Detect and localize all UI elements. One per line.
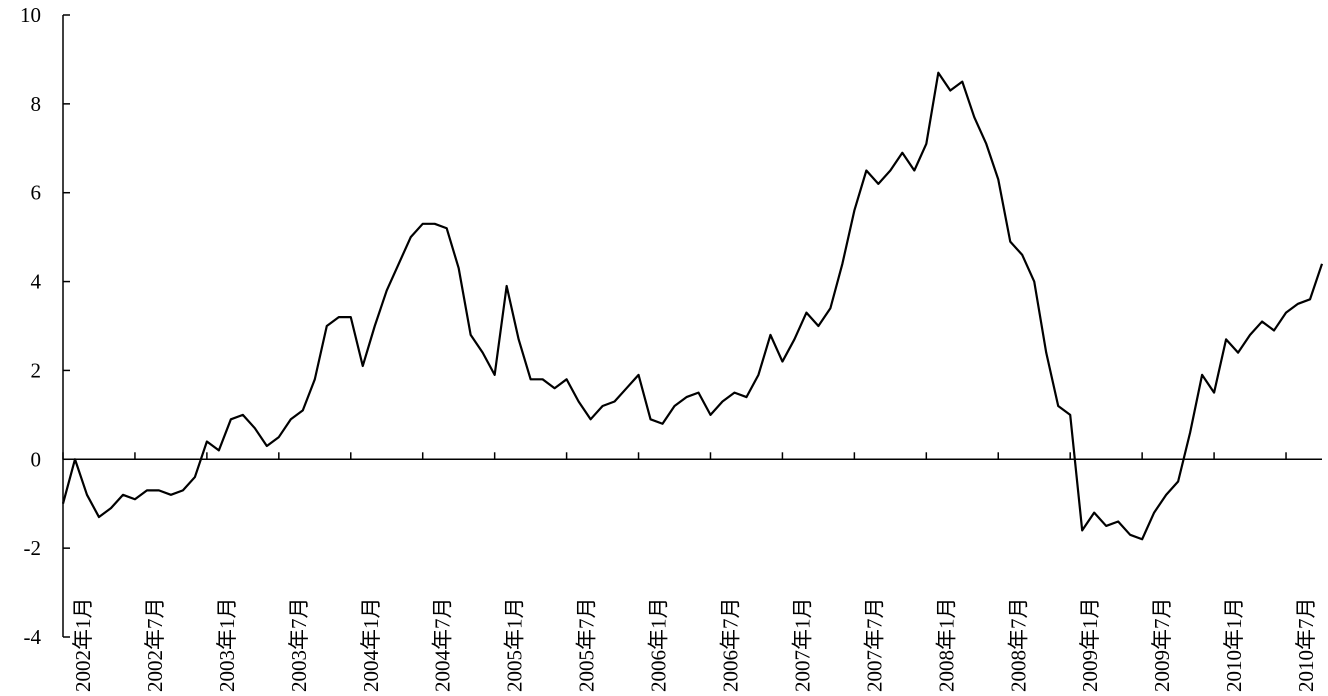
line-series <box>61 71 1324 541</box>
y-tick-label: 8 <box>31 92 42 116</box>
x-tick-label: 2007年7月 <box>862 598 886 693</box>
y-tick-label: 0 <box>31 447 42 471</box>
y-tick-label: -4 <box>24 625 42 649</box>
y-tick-label: 2 <box>31 358 42 382</box>
x-tick-label: 2002年7月 <box>143 598 167 693</box>
y-tick-label: 10 <box>20 3 41 27</box>
x-tick-label: 2002年1月 <box>71 598 95 693</box>
x-tick-label: 2009年7月 <box>1150 598 1174 693</box>
y-tick-label: -2 <box>24 536 42 560</box>
x-tick-label: 2005年7月 <box>575 598 599 693</box>
x-tick-label: 2010年1月 <box>1222 598 1246 693</box>
y-tick-label: 6 <box>31 181 42 205</box>
x-tick-label: 2008年1月 <box>934 598 958 693</box>
x-tick-label: 2004年1月 <box>359 598 383 693</box>
x-tick-label: 2008年7月 <box>1006 598 1030 693</box>
x-tick-label: 2010年7月 <box>1294 598 1318 693</box>
x-tick-label: 2003年1月 <box>215 598 239 693</box>
y-tick-label: 4 <box>31 270 42 294</box>
x-tick-label: 2004年7月 <box>431 598 455 693</box>
x-tick-label: 2006年7月 <box>718 598 742 693</box>
x-tick-label: 2007年1月 <box>790 598 814 693</box>
x-tick-label: 2006年1月 <box>647 598 671 693</box>
x-tick-label: 2005年1月 <box>503 598 527 693</box>
x-tick-label: 2009年1月 <box>1078 598 1102 693</box>
x-tick-label: 2003年7月 <box>287 598 311 693</box>
